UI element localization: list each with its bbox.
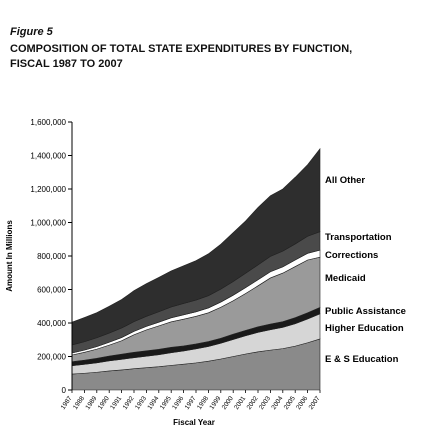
x-tick-label: 1999 — [208, 395, 222, 411]
x-tick-label: 1990 — [97, 395, 111, 411]
y-tick-label: 800,000 — [37, 252, 66, 261]
x-tick-label: 1993 — [134, 395, 148, 411]
x-tick-label: 1987 — [60, 395, 74, 411]
series-label-public-assistance: Public Assistance — [325, 306, 406, 317]
x-tick-label: 2006 — [295, 395, 309, 411]
x-tick-label: 2003 — [258, 395, 272, 411]
y-tick-label: 400,000 — [37, 319, 66, 328]
y-axis-title: Amount In Millions — [5, 220, 14, 292]
x-tick-label: 2005 — [283, 395, 297, 411]
y-tick-label: 1,600,000 — [30, 118, 66, 127]
series-label-e-s-education: E & S Education — [325, 354, 399, 365]
series-label-all-other: All Other — [325, 175, 365, 186]
series-label-higher-education: Higher Education — [325, 323, 404, 334]
y-tick-label: 600,000 — [37, 286, 66, 295]
area-all-other — [71, 147, 321, 346]
x-tick-label: 1996 — [171, 395, 185, 411]
y-tick-label: 200,000 — [37, 353, 66, 362]
x-tick-label: 1992 — [122, 395, 136, 411]
figure-label: Figure 5 — [10, 26, 53, 38]
x-tick-label: 2004 — [270, 395, 284, 411]
y-tick-label: 1,000,000 — [30, 219, 66, 228]
series-label-corrections: Corrections — [325, 250, 378, 261]
x-tick-label: 1995 — [159, 395, 173, 411]
x-tick-label: 2000 — [221, 395, 235, 411]
x-tick-label: 2007 — [308, 395, 322, 411]
x-tick-label: 1988 — [72, 395, 86, 411]
y-tick-label: 0 — [62, 386, 67, 395]
series-label-transportation: Transportation — [325, 232, 392, 243]
x-tick-label: 1994 — [146, 395, 160, 411]
y-tick-label: 1,200,000 — [30, 185, 66, 194]
chart-title-line-1: COMPOSITION OF TOTAL STATE EXPENDITURES … — [10, 43, 353, 55]
y-tick-label: 1,400,000 — [30, 152, 66, 161]
x-tick-label: 1998 — [196, 395, 210, 411]
chart-title-line-2: FISCAL 1987 TO 2007 — [10, 58, 123, 70]
x-tick-label: 2001 — [233, 395, 247, 411]
x-tick-label: 2002 — [246, 395, 260, 411]
x-tick-label: 1991 — [109, 395, 123, 411]
series-label-medicaid: Medicaid — [325, 273, 366, 284]
chart-title: COMPOSITION OF TOTAL STATE EXPENDITURES … — [10, 42, 430, 72]
x-tick-label: 1997 — [184, 395, 198, 411]
x-axis-title: Fiscal Year — [173, 418, 215, 427]
x-tick-label: 1989 — [84, 395, 98, 411]
